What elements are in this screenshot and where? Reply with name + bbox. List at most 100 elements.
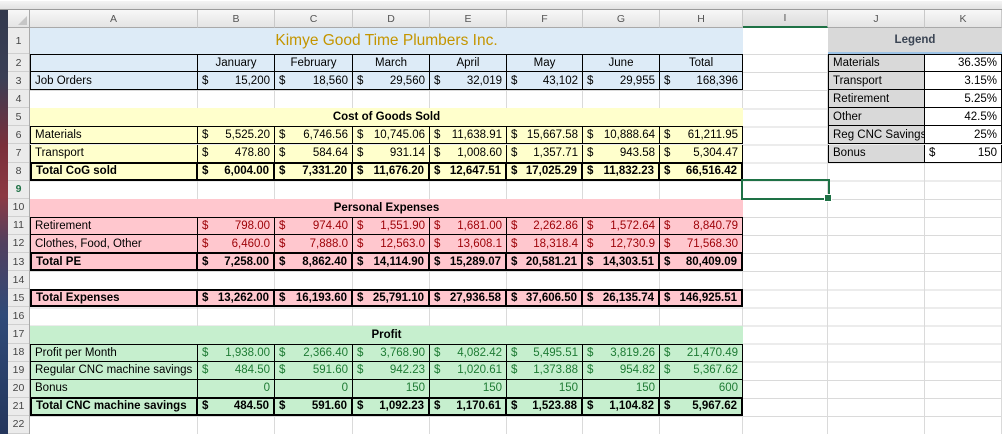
cell-total-expenses-6[interactable]: $146,925.51 xyxy=(660,289,743,308)
row-header-6[interactable]: 6 xyxy=(8,126,29,145)
cell-total-cnc-4[interactable]: $1,523.88 xyxy=(507,397,583,416)
cell-materials-2[interactable]: $10,745.06 xyxy=(353,126,430,145)
cell-total-cnc-5[interactable]: $1,104.82 xyxy=(583,397,660,416)
legend-label-transport[interactable]: Transport xyxy=(828,72,925,91)
cell-clothes-2[interactable]: $12,563.0 xyxy=(353,235,430,254)
row-header-7[interactable]: 7 xyxy=(8,144,29,163)
cell-total-pe-0[interactable]: $7,258.00 xyxy=(198,253,275,272)
month-header-3[interactable]: April xyxy=(430,54,507,73)
cell-total-expenses-4[interactable]: $37,606.50 xyxy=(507,289,583,308)
legend-header[interactable]: Legend xyxy=(828,28,1002,54)
column-header-A[interactable]: A xyxy=(30,10,198,28)
row-header-9[interactable]: 9 xyxy=(8,181,29,199)
cell-job-orders-2[interactable]: $29,560 xyxy=(353,72,430,91)
cell-total-expenses-3[interactable]: $27,936.58 xyxy=(430,289,507,308)
cell-label-total-pe[interactable]: Total PE xyxy=(30,253,198,272)
cell-transport-5[interactable]: $943.58 xyxy=(583,144,660,163)
column-header-H[interactable]: H xyxy=(660,10,743,28)
cell-bonus-3[interactable]: 150 xyxy=(430,379,507,398)
cell-total-pe-2[interactable]: $14,114.90 xyxy=(353,253,430,272)
legend-value-transport[interactable]: 3.15% xyxy=(925,72,1002,91)
cell-total-expenses-2[interactable]: $25,791.10 xyxy=(353,289,430,308)
cell-clothes-3[interactable]: $13,608.1 xyxy=(430,235,507,254)
cell-retirement-0[interactable]: $798.00 xyxy=(198,216,275,235)
cell-total-cog-6[interactable]: $66,516.42 xyxy=(660,162,743,181)
cell-clothes-1[interactable]: $7,888.0 xyxy=(275,235,353,254)
legend-label-retirement[interactable]: Retirement xyxy=(828,90,925,109)
cell-job-orders-0[interactable]: $15,200 xyxy=(198,72,275,91)
cell-label-total-expenses[interactable]: Total Expenses xyxy=(30,289,198,308)
cell-total-cnc-3[interactable]: $1,170.61 xyxy=(430,397,507,416)
row-header-20[interactable]: 20 xyxy=(8,380,29,398)
cell-retirement-5[interactable]: $1,572.64 xyxy=(583,216,660,235)
month-header-2[interactable]: March xyxy=(353,54,430,73)
cell-total-cnc-0[interactable]: $484.50 xyxy=(198,397,275,416)
cell-label-reg-cnc[interactable]: Regular CNC machine savings xyxy=(30,361,198,380)
month-header-0[interactable]: January xyxy=(198,54,275,73)
cell-bonus-5[interactable]: 150 xyxy=(583,379,660,398)
cell-label-retirement[interactable]: Retirement xyxy=(30,216,198,235)
cell-label-job-orders[interactable]: Job Orders xyxy=(30,72,198,91)
cell-label-clothes[interactable]: Clothes, Food, Other xyxy=(30,235,198,254)
row-header-11[interactable]: 11 xyxy=(8,217,29,235)
cogs-section-header[interactable]: Cost of Goods Sold xyxy=(30,108,743,127)
column-header-C[interactable]: C xyxy=(275,10,353,28)
legend-label-bonus[interactable]: Bonus xyxy=(828,144,925,163)
cell-job-orders-4[interactable]: $43,102 xyxy=(507,72,583,91)
month-header-6[interactable]: Total xyxy=(660,54,743,73)
row-header-17[interactable]: 17 xyxy=(8,325,29,344)
legend-value-other[interactable]: 42.5% xyxy=(925,108,1002,127)
cell-total-pe-4[interactable]: $20,581.21 xyxy=(507,253,583,272)
cell-retirement-1[interactable]: $974.40 xyxy=(275,216,353,235)
cell-bonus-6[interactable]: 600 xyxy=(660,379,743,398)
cell-profit-month-4[interactable]: $5,495.51 xyxy=(507,343,583,362)
profit-section-header[interactable]: Profit xyxy=(30,325,743,344)
month-header-5[interactable]: June xyxy=(583,54,660,73)
row-header-4[interactable]: 4 xyxy=(8,90,29,109)
row-header-16[interactable]: 16 xyxy=(8,307,29,326)
cell-total-expenses-0[interactable]: $13,262.00 xyxy=(198,289,275,308)
cell-clothes-5[interactable]: $12,730.9 xyxy=(583,235,660,254)
select-all-corner[interactable] xyxy=(8,10,30,28)
row-header-15[interactable]: 15 xyxy=(8,289,29,308)
legend-label-other[interactable]: Other xyxy=(828,108,925,127)
legend-label-reg-cnc[interactable]: Reg CNC Savings xyxy=(828,126,925,145)
personal-section-header[interactable]: Personal Expenses xyxy=(30,198,743,217)
cell-materials-0[interactable]: $5,525.20 xyxy=(198,126,275,145)
cell-total-cog-0[interactable]: $6,004.00 xyxy=(198,162,275,181)
cell-clothes-0[interactable]: $6,460.0 xyxy=(198,235,275,254)
cell-label-profit-month[interactable]: Profit per Month xyxy=(30,343,198,362)
cell-bonus-1[interactable]: 0 xyxy=(275,379,353,398)
cell-retirement-2[interactable]: $1,551.90 xyxy=(353,216,430,235)
cell-clothes-6[interactable]: $71,568.30 xyxy=(660,235,743,254)
cell-reg-cnc-1[interactable]: $591.60 xyxy=(275,361,353,380)
row-header-22[interactable]: 22 xyxy=(8,416,29,434)
cell-transport-2[interactable]: $931.14 xyxy=(353,144,430,163)
column-header-I[interactable]: I xyxy=(743,10,828,28)
row-header-2[interactable]: 2 xyxy=(8,54,29,73)
cell-bonus-0[interactable]: 0 xyxy=(198,379,275,398)
column-header-K[interactable]: K xyxy=(925,10,1002,28)
cell-transport-1[interactable]: $584.64 xyxy=(275,144,353,163)
cell-profit-month-5[interactable]: $3,819.26 xyxy=(583,343,660,362)
cell-job-orders-1[interactable]: $18,560 xyxy=(275,72,353,91)
cell-profit-month-2[interactable]: $3,768.90 xyxy=(353,343,430,362)
legend-value-bonus[interactable]: $ 150 xyxy=(925,144,1002,163)
cell-total-pe-6[interactable]: $80,409.09 xyxy=(660,253,743,272)
column-header-E[interactable]: E xyxy=(430,10,507,28)
row-header-1[interactable]: 1 xyxy=(8,28,29,54)
cell-label-bonus[interactable]: Bonus xyxy=(30,379,198,398)
column-header-D[interactable]: D xyxy=(353,10,430,28)
cell-total-expenses-5[interactable]: $26,135.74 xyxy=(583,289,660,308)
cell-label-transport[interactable]: Transport xyxy=(30,144,198,163)
legend-value-reg-cnc[interactable]: 25% xyxy=(925,126,1002,145)
cell-job-orders-3[interactable]: $32,019 xyxy=(430,72,507,91)
cell-profit-month-1[interactable]: $2,366.40 xyxy=(275,343,353,362)
column-header-F[interactable]: F xyxy=(507,10,583,28)
row-header-5[interactable]: 5 xyxy=(8,108,29,127)
cell-retirement-3[interactable]: $1,681.00 xyxy=(430,216,507,235)
cell-clothes-4[interactable]: $18,318.4 xyxy=(507,235,583,254)
cell-total-pe-1[interactable]: $8,862.40 xyxy=(275,253,353,272)
sheet-title[interactable]: Kimye Good Time Plumbers Inc. xyxy=(30,28,743,54)
cell-transport-0[interactable]: $478.80 xyxy=(198,144,275,163)
